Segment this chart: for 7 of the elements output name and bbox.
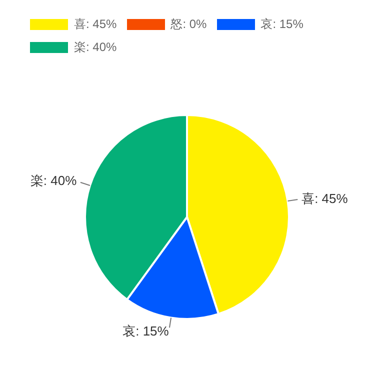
legend-label: 楽: 40%: [74, 39, 117, 56]
slice-label: 喜: 45%: [302, 190, 348, 206]
legend-label: 喜: 45%: [74, 16, 117, 33]
legend-label: 怒: 0%: [170, 16, 207, 33]
legend-label: 哀: 15%: [260, 16, 304, 33]
slice-label: 楽: 40%: [30, 173, 78, 188]
slice-label: 哀: 15%: [122, 324, 170, 339]
